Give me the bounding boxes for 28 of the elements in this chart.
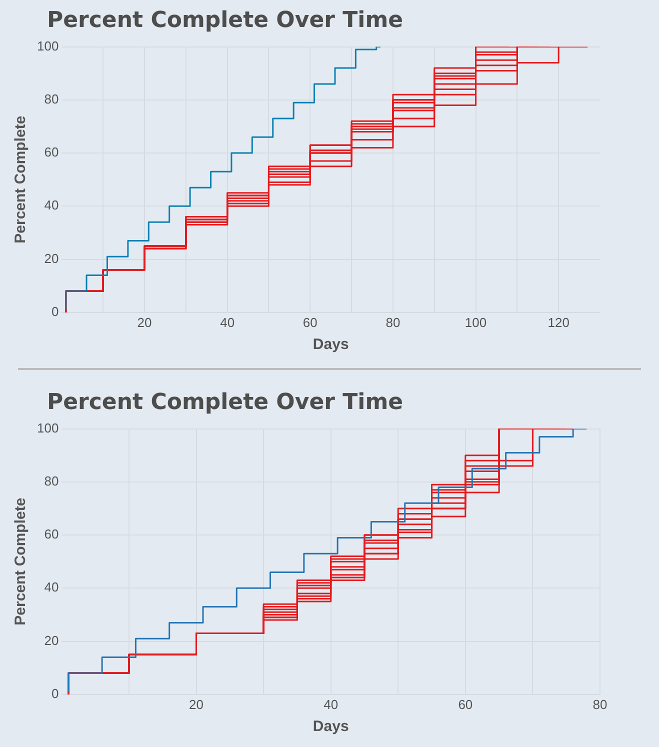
y-tick-label: 100 xyxy=(36,38,59,54)
x-tick-label: 20 xyxy=(189,696,204,712)
x-tick-label: 20 xyxy=(137,314,152,330)
y-tick-label: 40 xyxy=(44,580,59,595)
y-tick-label: 100 xyxy=(36,420,59,436)
y-tick-label: 60 xyxy=(44,526,59,542)
y-axis-title: Percent Complete xyxy=(12,116,30,244)
x-tick-label: 80 xyxy=(592,696,608,712)
x-tick-label: 60 xyxy=(458,696,473,712)
x-tick-label: 40 xyxy=(324,696,338,712)
chart-title: Percent Complete Over Time xyxy=(47,389,404,417)
x-tick-label: 60 xyxy=(302,314,318,330)
y-tick-label: 20 xyxy=(44,250,59,266)
y-tick-label: 60 xyxy=(44,144,59,160)
x-axis-title: Days xyxy=(312,336,349,354)
y-tick-label: 80 xyxy=(44,92,59,106)
y-tick-label: 0 xyxy=(51,304,59,319)
x-tick-label: 100 xyxy=(464,314,487,330)
x-tick-label: 120 xyxy=(548,314,570,330)
y-tick-label: 40 xyxy=(44,198,59,213)
chart-title: Percent Complete Over Time xyxy=(47,7,404,35)
y-tick-label: 20 xyxy=(44,632,59,648)
y-tick-label: 80 xyxy=(44,474,59,488)
y-axis-title: Percent Complete xyxy=(12,498,30,626)
x-tick-label: 40 xyxy=(220,314,235,330)
x-axis-title: Days xyxy=(312,718,349,736)
y-tick-label: 0 xyxy=(51,686,59,701)
x-tick-label: 80 xyxy=(386,314,400,330)
